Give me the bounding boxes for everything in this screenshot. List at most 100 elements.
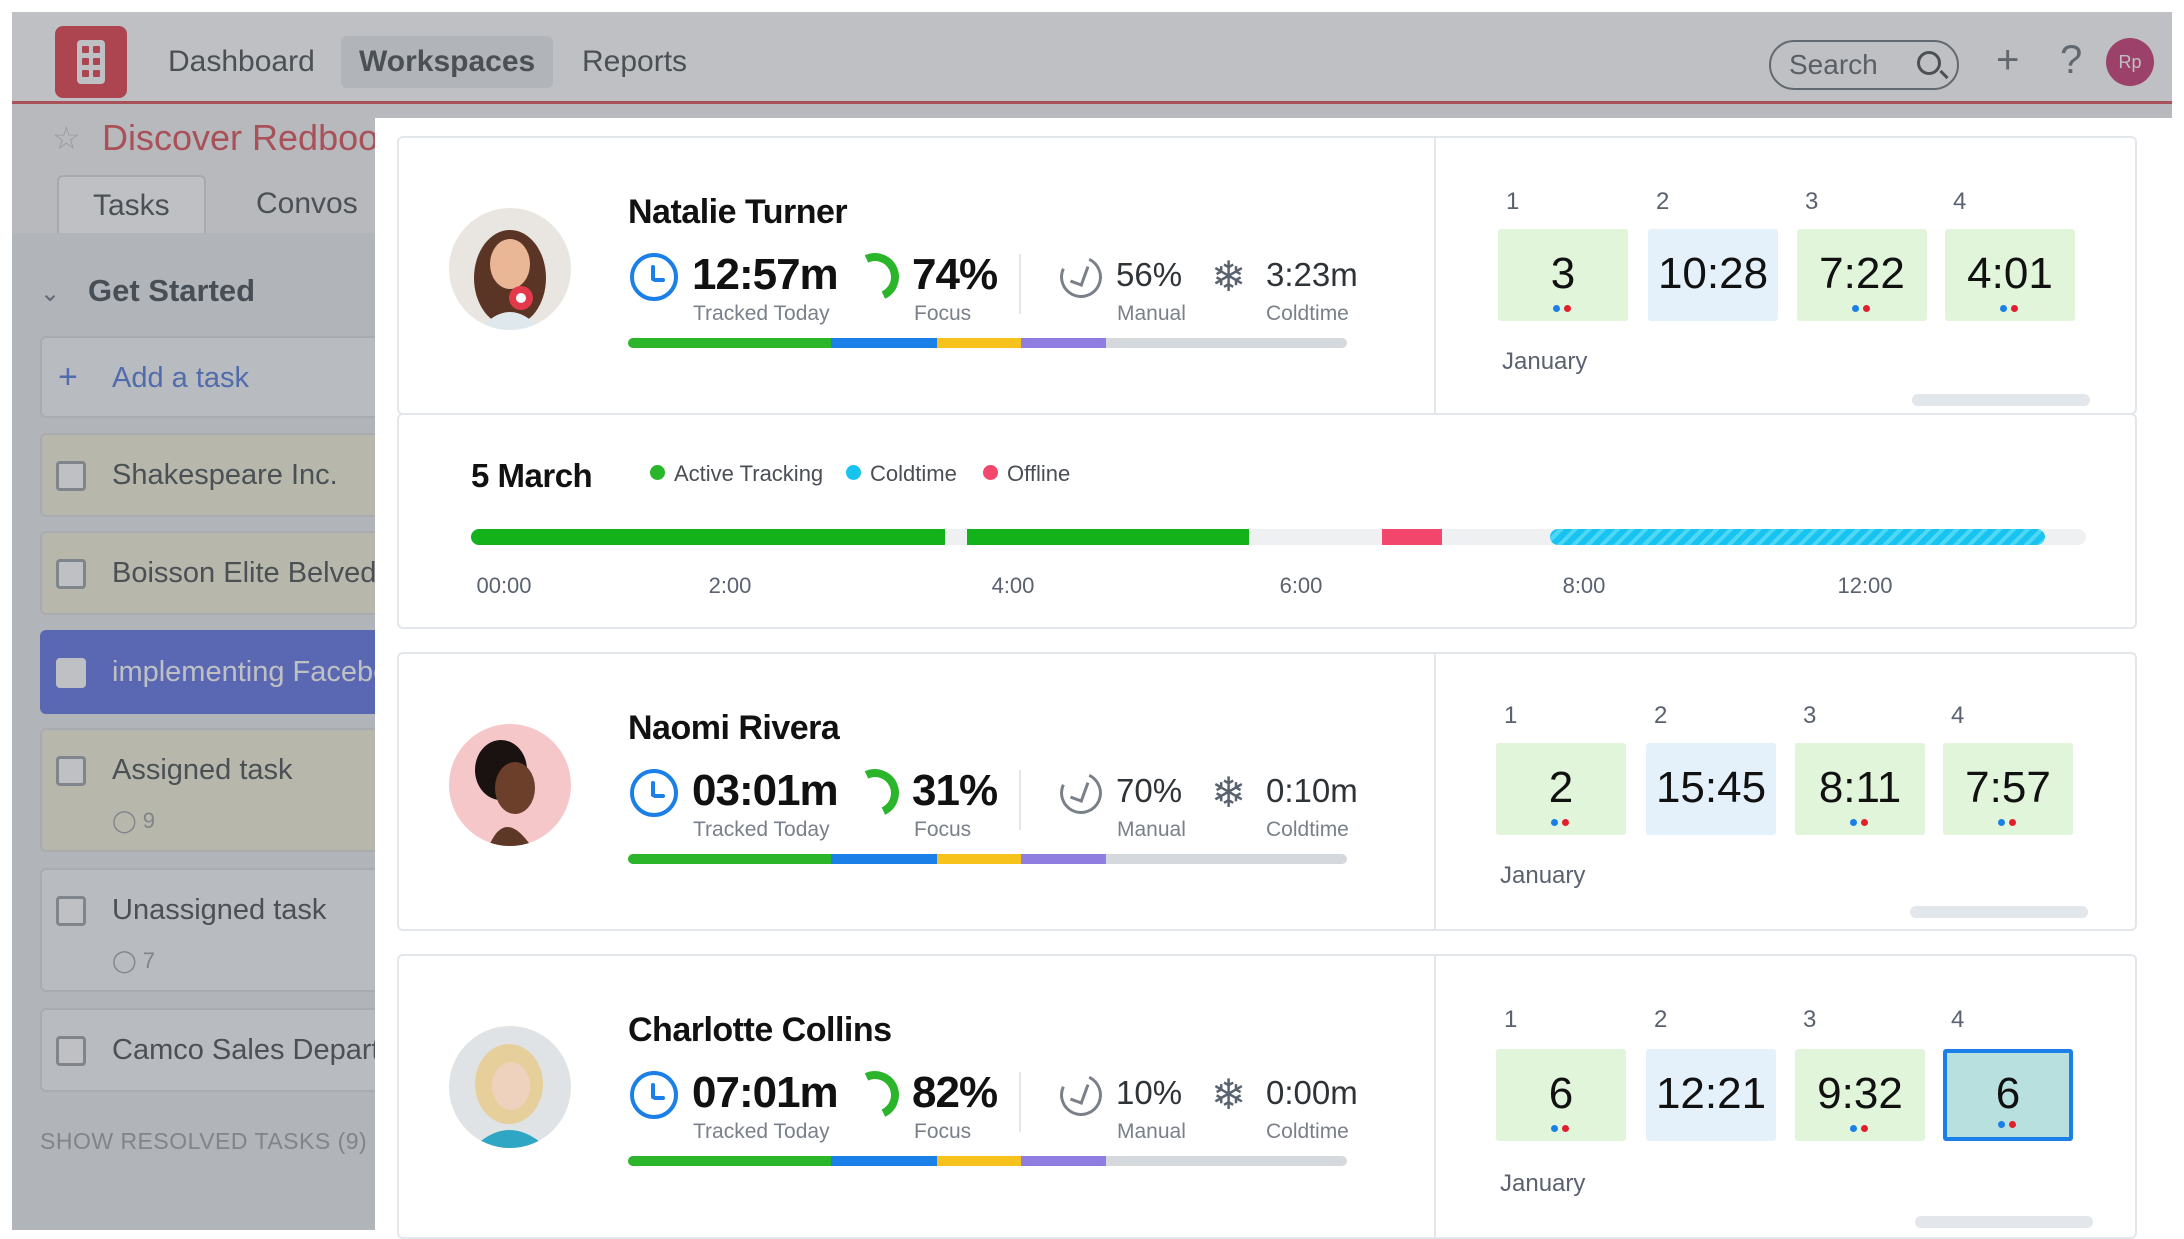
manual-label: Manual [1117, 818, 1186, 841]
person-card: Natalie Turner 12:57m Tracked Today 74% … [397, 136, 2137, 415]
month-label: January [1500, 1170, 1586, 1197]
tab-convos[interactable]: Convos [256, 187, 358, 220]
day-value: 9:32 [1817, 1069, 1903, 1118]
coldtime-value: 0:10m [1266, 772, 1358, 809]
task-checkbox[interactable] [56, 559, 86, 589]
comment-count-value: 9 [142, 808, 155, 833]
tracked-value: 12:57m [692, 250, 839, 299]
help-icon[interactable]: ? [2060, 38, 2083, 82]
legend-active-label: Active Tracking [674, 461, 824, 486]
team-activity-panel: Natalie Turner 12:57m Tracked Today 74% … [375, 118, 2184, 1239]
focus-value: 31% [912, 766, 998, 815]
coldtime-label: Coldtime [1266, 302, 1349, 325]
horizontal-scrollbar[interactable] [1910, 906, 2088, 918]
manual-label: Manual [1117, 302, 1186, 325]
manual-value: 56% [1116, 256, 1183, 293]
day-cell[interactable]: 9:32 [1795, 1049, 1925, 1141]
list-item[interactable]: Shakespeare Inc. [40, 433, 420, 517]
focus-label: Focus [914, 818, 972, 841]
day-cell[interactable]: 4:01 [1945, 229, 2075, 321]
comment-count: ◯ 7 [112, 948, 155, 973]
status-dots [1998, 305, 2022, 313]
tracked-label: Tracked Today [693, 302, 830, 325]
horizontal-scrollbar[interactable] [1915, 1216, 2093, 1228]
day-cell[interactable]: 3 [1498, 229, 1628, 321]
task-checkbox[interactable] [56, 756, 86, 786]
day-value: 7:22 [1819, 249, 1905, 298]
activity-bar [628, 854, 1347, 864]
status-dots [1549, 1125, 1573, 1133]
card-divider [1434, 956, 1436, 1237]
coldtime-segment [1550, 529, 2045, 545]
time-tick: 00:00 [476, 573, 532, 598]
list-item[interactable]: implementing Facebook [40, 630, 420, 714]
task-label: Assigned task [112, 754, 293, 786]
tracked-label: Tracked Today [693, 818, 830, 841]
status-dots [1848, 1125, 1872, 1133]
task-checkbox[interactable] [56, 1036, 86, 1066]
day-value: 6 [1548, 1069, 1574, 1118]
day-cell[interactable]: 7:57 [1943, 743, 2073, 835]
clock-icon [630, 1071, 678, 1119]
nav-workspaces[interactable]: Workspaces [341, 36, 554, 88]
nav-dashboard[interactable]: Dashboard [168, 45, 315, 78]
card-divider [1434, 654, 1436, 929]
horizontal-scrollbar[interactable] [1912, 394, 2090, 406]
task-label: Boisson Elite Belvedere [112, 557, 419, 589]
month-label: January [1502, 348, 1588, 375]
focus-ring-icon [844, 246, 906, 308]
day-cell[interactable]: 8:11 [1795, 743, 1925, 835]
user-avatar[interactable]: Rp [2106, 38, 2154, 86]
list-item[interactable]: Assigned task ◯ 9 [40, 728, 420, 852]
comment-count-value: 7 [142, 948, 155, 973]
list-item[interactable]: Camco Sales Department [40, 1008, 420, 1092]
task-checkbox[interactable] [56, 658, 86, 688]
section-get-started[interactable]: Get Started [88, 273, 256, 308]
task-checkbox[interactable] [56, 896, 86, 926]
avatar [449, 724, 571, 846]
snowflake-icon: ❄ [1211, 253, 1247, 300]
tracked-value: 07:01m [692, 1068, 839, 1117]
tab-tasks[interactable]: Tasks [57, 175, 206, 233]
day-value: 3 [1550, 249, 1576, 298]
day-cell[interactable]: 7:22 [1797, 229, 1927, 321]
manual-label: Manual [1117, 1120, 1186, 1143]
day-cell[interactable]: 10:28 [1648, 229, 1778, 321]
star-icon[interactable]: ☆ [52, 120, 81, 156]
focus-label: Focus [914, 302, 972, 325]
day-number: 1 [1506, 188, 1520, 215]
add-task-label: Add a task [112, 362, 250, 394]
list-item[interactable]: Unassigned task ◯ 7 [40, 868, 420, 992]
divider [1019, 1072, 1021, 1132]
task-checkbox[interactable] [56, 461, 86, 491]
chevron-down-icon[interactable]: ⌄ [40, 280, 61, 307]
day-cell-selected[interactable]: 6 [1943, 1049, 2073, 1141]
add-task-button[interactable]: + Add a task [40, 336, 420, 418]
nav-reports[interactable]: Reports [582, 45, 688, 78]
day-cell[interactable]: 2 [1496, 743, 1626, 835]
person-card: Charlotte Collins 07:01m Tracked Today 8… [397, 954, 2137, 1239]
day-cell[interactable]: 12:21 [1646, 1049, 1776, 1141]
timeline-track [471, 529, 2086, 545]
list-item[interactable]: Boisson Elite Belvedere [40, 531, 420, 615]
redbooth-logo[interactable] [55, 26, 127, 98]
day-value: 12:21 [1655, 1069, 1767, 1118]
day-cell[interactable]: 6 [1496, 1049, 1626, 1141]
project-title: Discover Redbooth [102, 117, 409, 158]
legend-active: Active Tracking [650, 461, 823, 487]
divider [1019, 770, 1021, 830]
avatar [449, 208, 571, 330]
plus-icon: + [58, 358, 78, 396]
day-value: 10:28 [1657, 249, 1769, 298]
day-value: 7:57 [1965, 763, 2051, 812]
show-resolved-link[interactable]: SHOW RESOLVED TASKS (9) [40, 1128, 368, 1154]
task-list: ⌄ Get Started + Add a task Shakespeare I… [12, 233, 432, 1230]
search-input[interactable]: Search [1769, 40, 1959, 90]
manual-value: 10% [1116, 1074, 1183, 1111]
status-dots [1551, 305, 1575, 313]
focus-ring-icon [844, 762, 906, 824]
day-cell[interactable]: 15:45 [1646, 743, 1776, 835]
plus-icon[interactable]: + [1996, 38, 2020, 82]
day-value: 2 [1548, 763, 1574, 812]
task-label: implementing Facebook [112, 656, 420, 688]
